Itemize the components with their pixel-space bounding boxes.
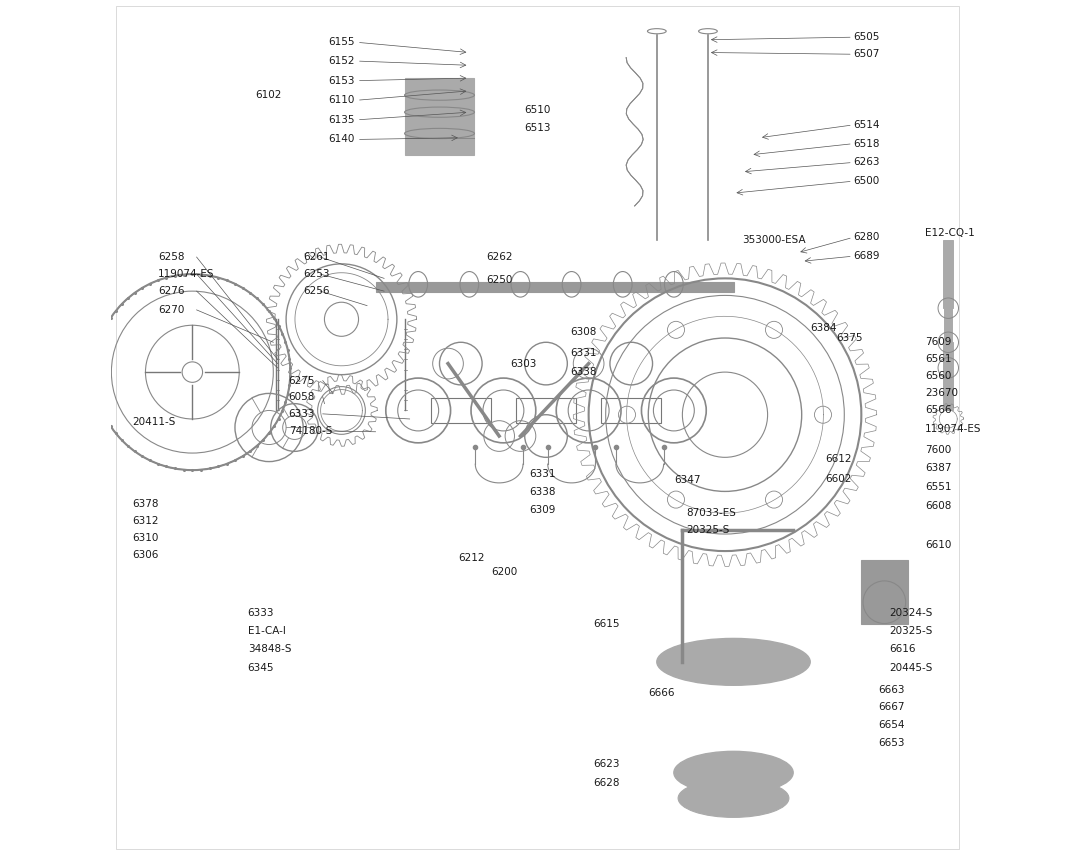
Text: 6628: 6628 [593,778,619,787]
Text: 6507: 6507 [852,50,879,59]
Text: 6654: 6654 [878,720,905,730]
Text: 20411-S: 20411-S [132,416,176,427]
Text: 6387: 6387 [926,463,951,473]
Text: 6505: 6505 [852,32,879,42]
Text: 6155: 6155 [328,38,355,47]
Text: 6513: 6513 [525,122,551,133]
Text: 6333: 6333 [247,608,274,618]
Text: 6623: 6623 [593,759,619,770]
Text: 6308: 6308 [570,327,597,337]
Text: 6338: 6338 [529,487,556,498]
Bar [945,308,952,342]
Text: 6510: 6510 [525,105,551,115]
Text: 353000-ESA: 353000-ESA [742,235,805,245]
Text: 6615: 6615 [593,618,619,628]
Bar [943,240,954,308]
Text: 6331: 6331 [570,348,597,358]
Text: 6309: 6309 [529,505,556,516]
Text: 6551: 6551 [926,482,951,492]
Text: 20325-S: 20325-S [889,626,933,636]
Text: 6270: 6270 [158,305,185,315]
Text: 74180-S: 74180-S [289,426,332,436]
Bar [375,282,733,292]
Text: 6610: 6610 [926,540,951,550]
Text: 6689: 6689 [852,251,879,262]
Text: 23670: 23670 [926,388,958,398]
Text: 6102: 6102 [256,90,282,100]
Text: 7609: 7609 [926,337,951,347]
Bar [405,78,474,155]
Text: E12-CQ-1: E12-CQ-1 [926,228,975,239]
Text: 6561: 6561 [926,354,951,364]
Text: 6653: 6653 [878,738,905,748]
Bar [861,559,908,623]
Ellipse shape [674,752,793,794]
Text: 6262: 6262 [486,252,513,262]
Text: 6135: 6135 [328,115,355,125]
Text: 6375: 6375 [835,333,862,343]
Text: 6384: 6384 [811,323,836,333]
Text: 6261: 6261 [303,252,330,262]
Text: 6667: 6667 [878,702,905,712]
Text: 6152: 6152 [328,56,355,66]
Text: 6253: 6253 [303,269,330,279]
Text: 6616: 6616 [889,644,916,654]
Text: 6258: 6258 [158,252,185,262]
Text: 34848-S: 34848-S [247,644,291,654]
Text: 6263: 6263 [852,157,879,168]
Bar [943,368,954,410]
Bar [431,398,490,423]
Text: 6514: 6514 [852,120,879,130]
Text: 6212: 6212 [458,553,485,563]
Text: 6666: 6666 [648,688,675,699]
Text: 6312: 6312 [132,516,159,526]
Bar [601,398,661,423]
Text: 7600: 7600 [926,445,951,455]
Bar [516,398,576,423]
Text: 6310: 6310 [132,534,159,543]
Text: 6518: 6518 [852,139,879,149]
Ellipse shape [678,779,789,817]
Text: 6058: 6058 [289,392,315,402]
Text: 6612: 6612 [826,454,852,464]
Text: 6608: 6608 [926,501,951,511]
Text: 6347: 6347 [674,475,700,486]
Text: 119074-ES: 119074-ES [158,269,215,279]
Text: 6345: 6345 [247,663,274,673]
Ellipse shape [657,639,811,686]
Text: 6338: 6338 [570,367,597,377]
Text: 6256: 6256 [303,286,330,296]
Text: 6153: 6153 [328,75,355,86]
Text: 6560: 6560 [926,371,951,381]
Text: 6331: 6331 [529,469,556,480]
Text: 119074-ES: 119074-ES [926,424,981,434]
Text: 6333: 6333 [289,409,315,419]
Text: 6110: 6110 [328,95,355,105]
Text: 6200: 6200 [491,568,518,577]
Text: 20445-S: 20445-S [889,663,933,673]
Text: 6280: 6280 [852,233,879,243]
Text: 6602: 6602 [826,474,851,484]
Text: E1-CA-I: E1-CA-I [247,626,286,636]
Text: 6276: 6276 [158,286,185,296]
Text: 20325-S: 20325-S [687,525,730,534]
Text: 6306: 6306 [132,551,159,560]
Text: 20324-S: 20324-S [889,608,933,618]
Bar [943,342,954,368]
Text: 6140: 6140 [328,134,355,144]
Text: 6378: 6378 [132,499,159,510]
Text: 6303: 6303 [511,358,536,369]
Text: 6275: 6275 [289,375,315,386]
Text: 6500: 6500 [852,176,879,186]
Text: 87033-ES: 87033-ES [687,508,736,518]
Text: 6663: 6663 [878,685,905,695]
Text: 6250: 6250 [486,275,513,285]
Text: 6566: 6566 [926,405,951,416]
